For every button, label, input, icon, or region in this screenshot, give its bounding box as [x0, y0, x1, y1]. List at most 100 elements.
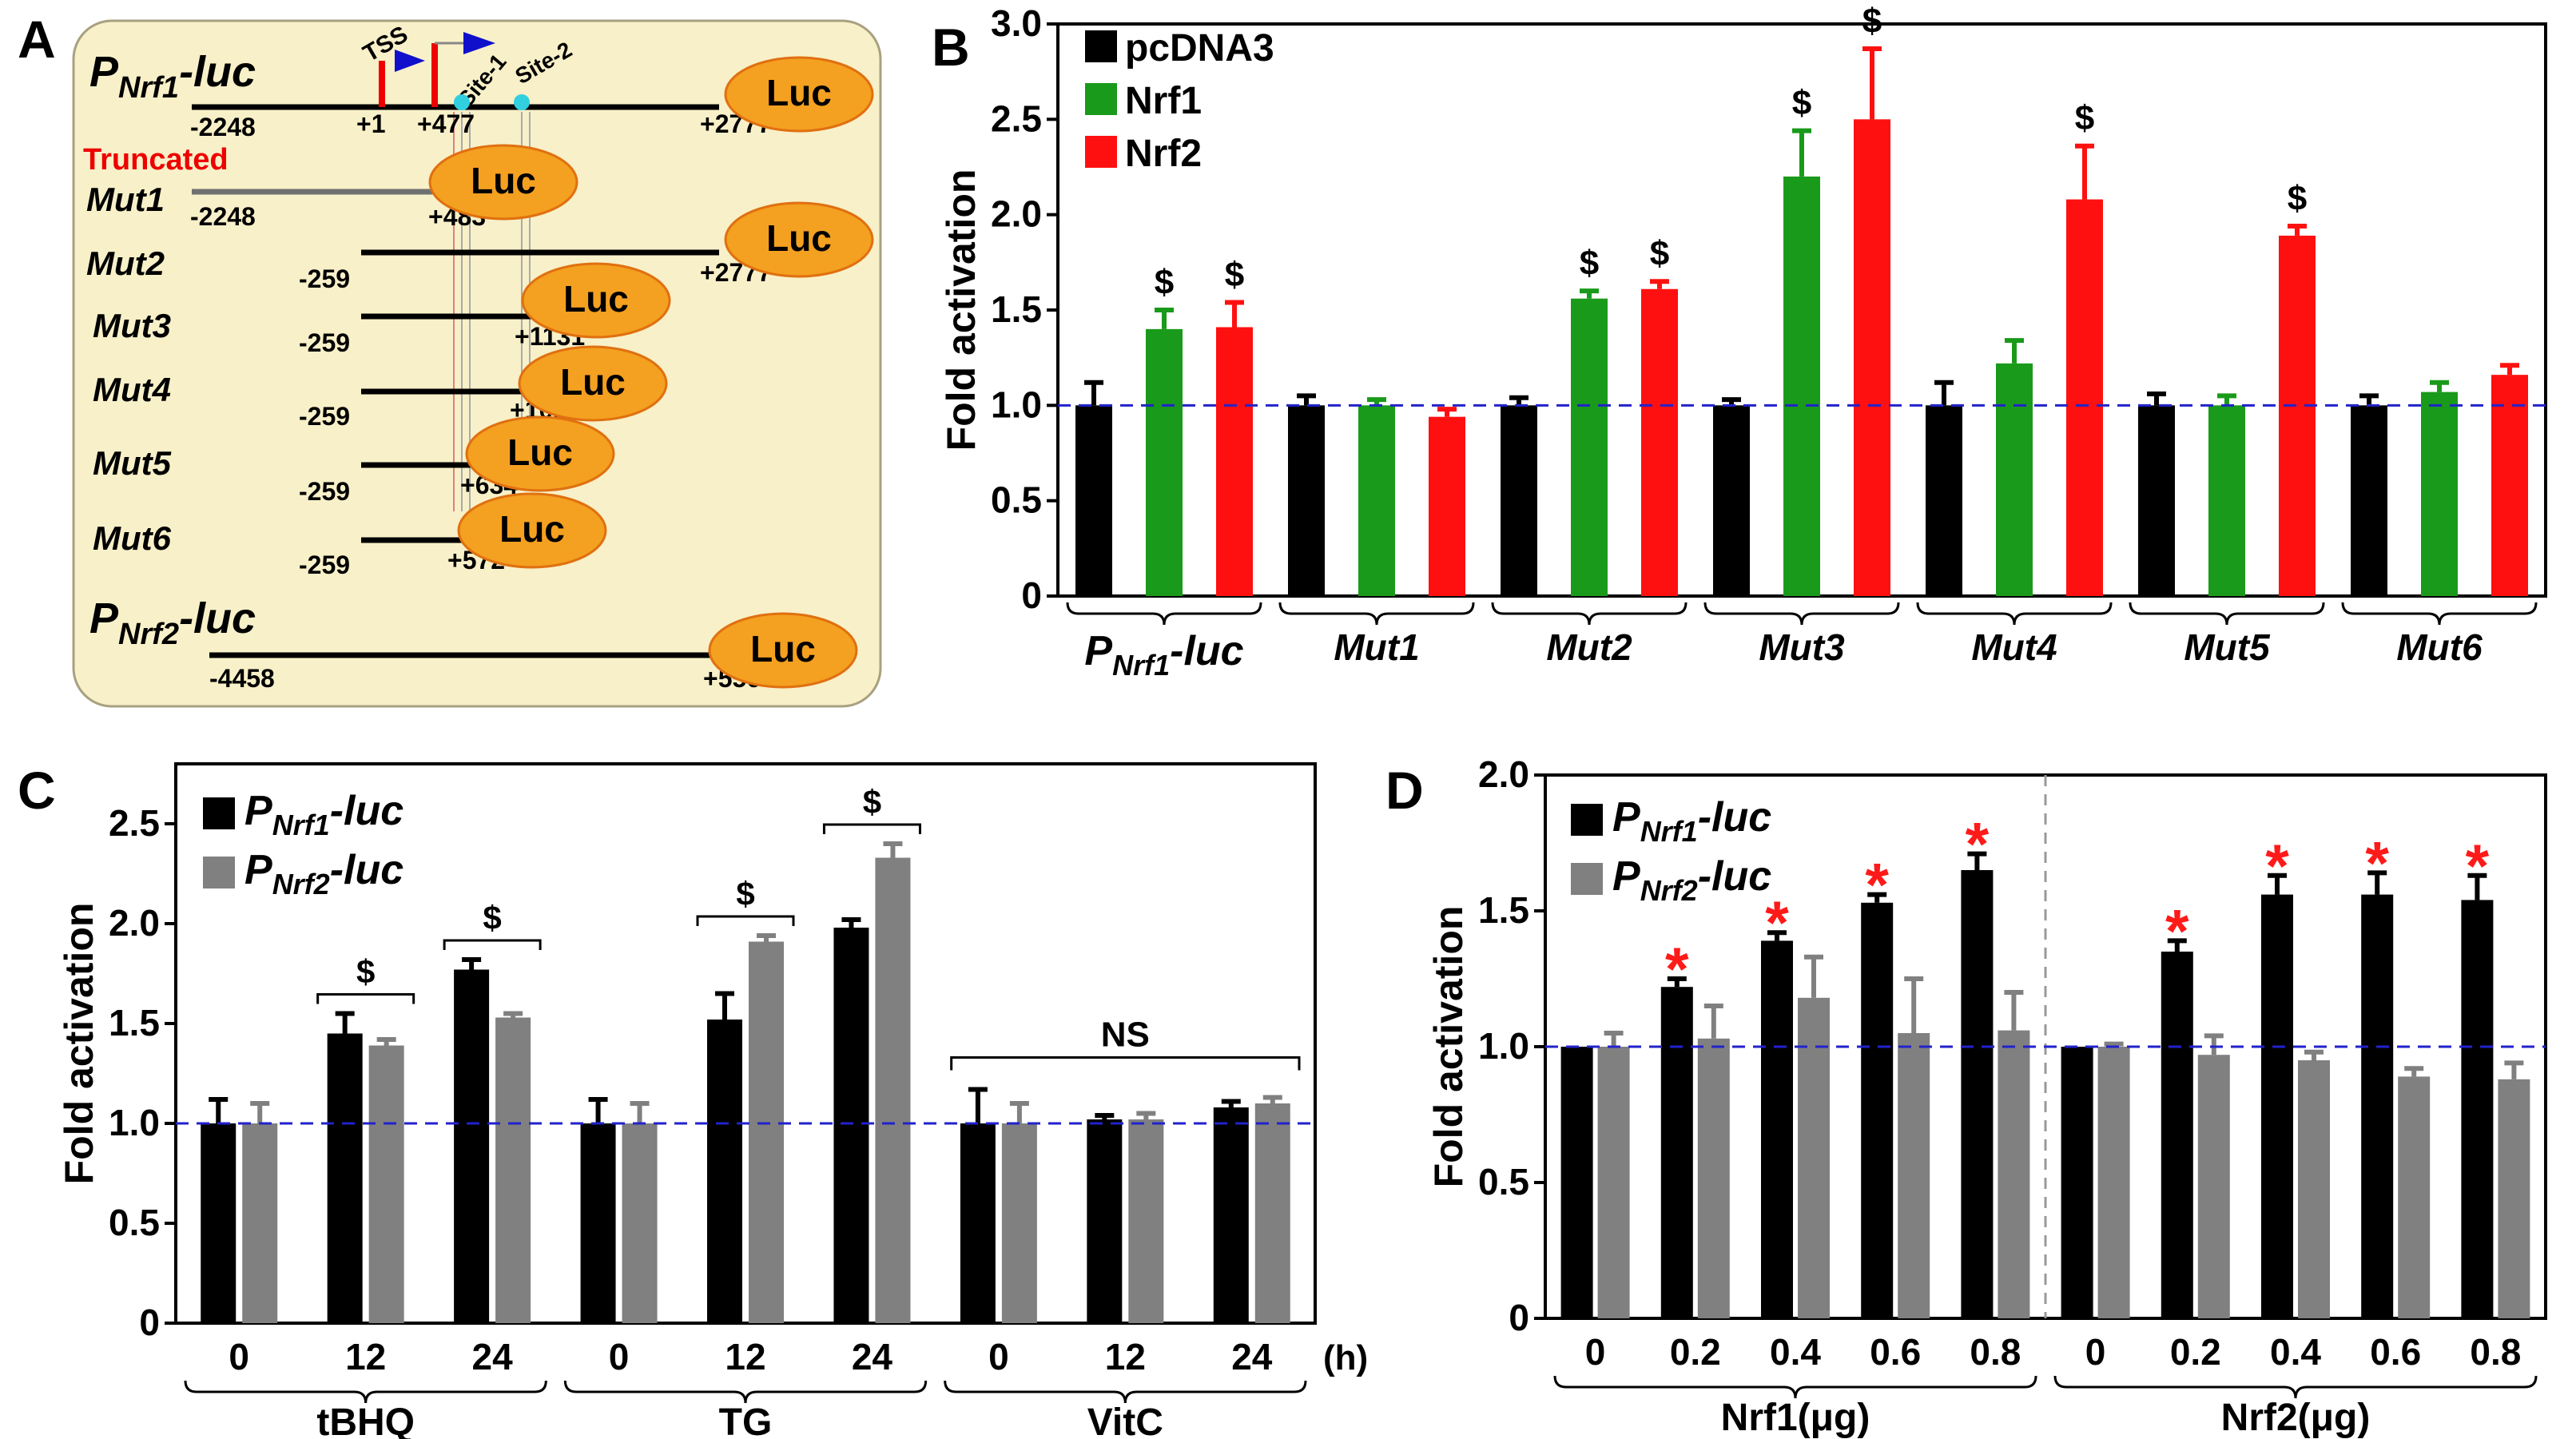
bar-pcdna3-6 [2351, 405, 2387, 596]
bar-pcdna3-2 [1501, 405, 1537, 596]
panel-c-ns-bracket [950, 1056, 1301, 1071]
coord-p477: +477 [417, 109, 475, 138]
svg-text:Luc: Luc [766, 72, 832, 113]
tss-arrow-icon [395, 50, 425, 72]
bar-nrf2-9 [2498, 1079, 2530, 1318]
panel-b-y-tick-label: 1.5 [991, 288, 1042, 330]
bar-nrf2-5 [875, 857, 911, 1323]
panel-b-group-brace [1703, 602, 1900, 626]
panel-b-letter: B [932, 18, 970, 77]
bar-nrf2-3 [622, 1123, 658, 1323]
bar-pcdna3-4 [1926, 405, 1962, 596]
mut1-label: Mut1 [86, 181, 165, 218]
bar-nrf2-6 [2491, 375, 2528, 596]
truncated-label: Truncated [83, 143, 229, 177]
panel-d-y-tick-label: 2.0 [1478, 753, 1529, 795]
svg-text:-259: -259 [299, 551, 350, 579]
bar-nrf2-8 [1254, 1103, 1290, 1323]
panel-b-group-brace [2341, 602, 2538, 626]
panel-c-group-brace [184, 1380, 547, 1404]
panel-c-sig-bracket [822, 823, 921, 834]
bar-nrf1-5 [833, 928, 869, 1323]
panel-d-dose-label: 0 [2085, 1331, 2106, 1373]
bar-nrf1-3 [1783, 176, 1820, 596]
svg-text:Luc: Luc [766, 217, 832, 259]
panel-c-plot-frame [174, 762, 1317, 1325]
bar-nrf1-9 [2461, 900, 2494, 1318]
bar-nrf1-5 [2208, 405, 2245, 596]
luc-reporter-mut4: Luc [518, 345, 668, 422]
significance-mark: $ [483, 899, 501, 936]
svg-text:Luc: Luc [471, 160, 536, 201]
bar-nrf1-3 [1861, 902, 1894, 1318]
bar-nrf2-2 [1798, 997, 1830, 1318]
luc-reporter-mut3: Luc [521, 262, 671, 339]
bar-nrf1-1 [1660, 987, 1693, 1318]
panel-c-time-label: 12 [725, 1336, 765, 1377]
luc-reporter-mut5: Luc [465, 415, 615, 492]
significance-mark: $ [1792, 84, 1811, 123]
bar-nrf2-2 [495, 1017, 531, 1323]
significance-mark: $ [1225, 255, 1244, 294]
significance-mark: $ [356, 953, 375, 991]
p-nrf1-luc-label: PNrf1-luc [89, 48, 256, 105]
panel-b-category-label: Mut1 [1334, 626, 1419, 668]
panel-b-group-brace [1916, 602, 2113, 626]
panel-d-y-tick-label: 1.0 [1478, 1025, 1529, 1067]
svg-text:-259: -259 [299, 264, 350, 293]
panel-b-y-tick-label: 2.5 [991, 97, 1042, 139]
legend-swatch-nrf1 [203, 797, 235, 829]
bar-nrf2-0 [242, 1123, 278, 1323]
bar-nrf1-6 [960, 1123, 996, 1323]
bar-nrf2-3 [1854, 119, 1890, 597]
bar-nrf2-8 [2398, 1076, 2431, 1318]
bar-nrf2-2 [1641, 288, 1678, 596]
bar-nrf1-4 [707, 1020, 742, 1323]
bar-pcdna3-3 [1713, 405, 1750, 596]
panel-c-y-tick-label: 0.5 [109, 1202, 160, 1243]
panel-d-dose-label: 0.4 [2270, 1331, 2321, 1373]
bar-nrf2-4 [1998, 1030, 2030, 1318]
bar-nrf1-6 [2161, 952, 2193, 1318]
bar-nrf1-4 [1961, 870, 1994, 1318]
bar-nrf2-5 [2097, 1047, 2130, 1318]
panel-d-group-label: Nrf2(μg) [2221, 1397, 2371, 1439]
bar-nrf1-7 [1087, 1119, 1123, 1323]
svg-text:-259: -259 [299, 477, 350, 506]
legend-label-nrf1: PNrf1-luc [244, 788, 403, 841]
mut4-label: Mut4 [93, 371, 171, 408]
panel-c-time-label: 12 [345, 1336, 386, 1377]
panel-d-group-brace [1553, 1375, 2037, 1399]
panel-c-letter: C [18, 761, 56, 820]
panel-b-group-brace [1066, 602, 1262, 626]
legend-label-nrf1: Nrf1 [1125, 80, 1202, 122]
significance-mark: $ [736, 875, 754, 912]
svg-text:Luc: Luc [750, 628, 816, 670]
legend-swatch-nrf2 [1571, 863, 1603, 895]
bar-nrf1-1 [327, 1033, 363, 1323]
bar-nrf2-1 [368, 1045, 404, 1323]
panel-b-y-axis-label: Fold activation [939, 169, 984, 451]
bar-nrf2-3 [1898, 1033, 1930, 1318]
panel-d-y-tick-label: 1.5 [1478, 889, 1529, 931]
panel-c-time-label: 0 [229, 1336, 249, 1377]
bar-nrf1-6 [2421, 392, 2458, 596]
significance-mark: $ [1580, 244, 1599, 283]
panel-c-time-label: 0 [988, 1336, 1009, 1377]
bar-nrf2-1 [1429, 416, 1465, 596]
panel-c-y-tick-label: 1.0 [109, 1102, 160, 1143]
significance-mark: $ [2075, 99, 2094, 138]
panel-b-category-label: Mut6 [2396, 626, 2483, 668]
panel-a: A PNrf1-luc TSS Site-1 Site-2 -2248 +1 +… [18, 10, 882, 708]
panel-c-time-label: 24 [1231, 1336, 1273, 1377]
svg-text:Luc: Luc [560, 361, 626, 403]
coord-n2248: -2248 [190, 113, 256, 141]
panel-c-sig-bracket [696, 915, 795, 926]
panel-c-group-label: TG [719, 1401, 773, 1439]
panel-c-y-tick-label: 2.5 [109, 802, 160, 844]
panel-c-y-tick-label: 0 [139, 1302, 160, 1343]
panel-d-dose-label: 0.4 [1770, 1331, 1821, 1373]
panel-b-group-brace [1278, 602, 1475, 626]
bar-nrf1-7 [2261, 894, 2293, 1318]
panel-d-dose-label: 0.8 [1970, 1331, 2021, 1373]
